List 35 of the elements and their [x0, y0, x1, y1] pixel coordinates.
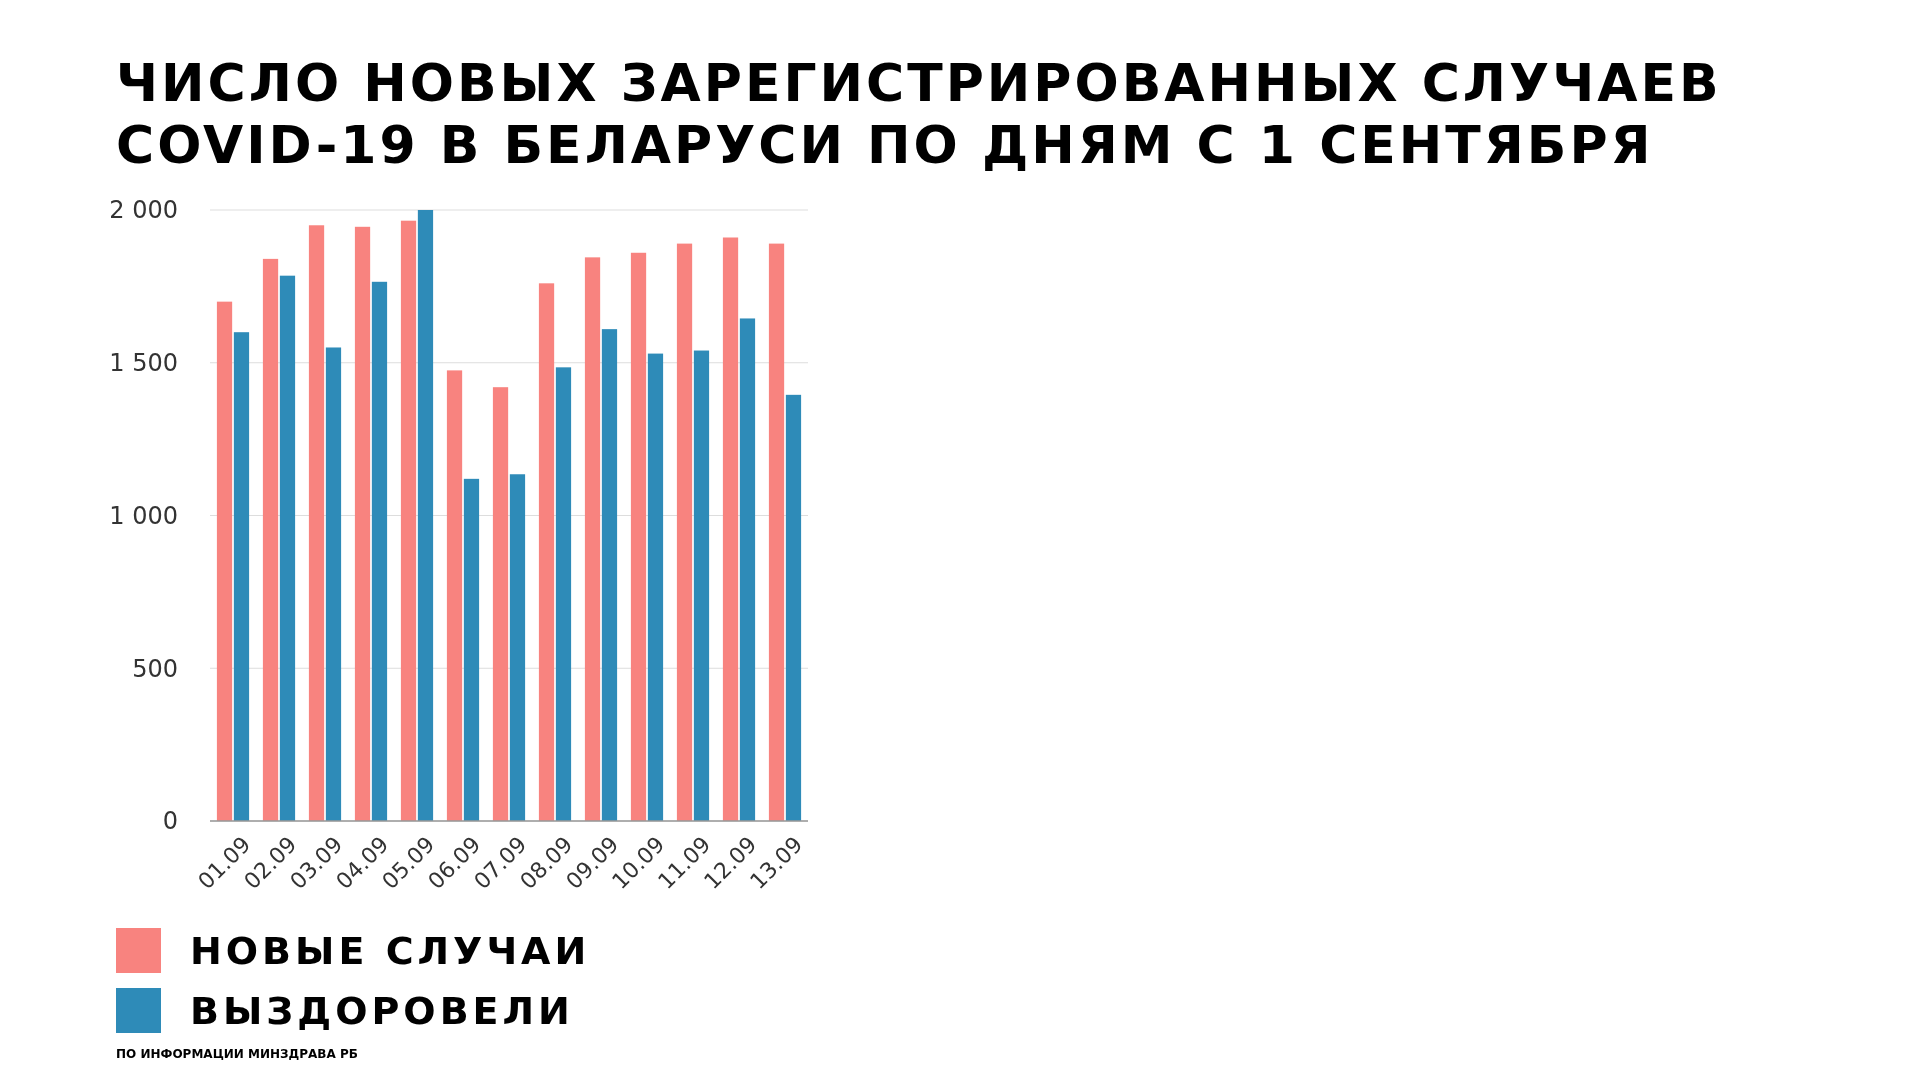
- bar: [354, 226, 371, 821]
- text: ПО ИНФОРМАЦИИ МИНЗДРАВА РБ: [116, 1047, 358, 1061]
- bar: [492, 387, 509, 821]
- bar: [509, 474, 526, 821]
- y-tick-label: 500: [132, 654, 178, 683]
- legend-label: НОВЫЕ СЛУЧАИ: [190, 929, 591, 974]
- bar: [233, 332, 250, 821]
- bar: [722, 237, 739, 821]
- bar: [647, 353, 664, 821]
- bar: [676, 243, 693, 821]
- bar: [785, 394, 802, 821]
- y-tick-label: 1 000: [109, 501, 178, 530]
- bar: [216, 301, 233, 821]
- y-tick-label: 0: [162, 807, 178, 836]
- bar: [538, 283, 555, 821]
- bar: [446, 370, 463, 821]
- text: ЧИСЛО НОВЫХ ЗАРЕГИСТРИРОВАННЫХ СЛУЧАЕВ COVID-19 В БЕЛАРУСИ ПО ДНЯМ С 1 СЕНТЯБРЯ: [116, 53, 1722, 175]
- bar: [400, 220, 417, 821]
- bar: [555, 367, 572, 821]
- bar: [371, 281, 388, 821]
- bar: [584, 257, 601, 821]
- bar: [768, 243, 785, 821]
- bar: [601, 329, 618, 821]
- bar: [262, 258, 279, 821]
- bar: [279, 275, 296, 821]
- bar: [325, 347, 342, 821]
- bar: [630, 252, 647, 821]
- legend-label: ВЫЗДОРОВЕЛИ: [190, 989, 574, 1034]
- bar: [417, 210, 434, 821]
- y-tick-label: 1 500: [109, 349, 178, 378]
- bar: [308, 225, 325, 821]
- bar: [693, 350, 710, 821]
- y-tick-label: 2 000: [109, 196, 178, 225]
- bar: [739, 318, 756, 821]
- bar: [463, 478, 480, 821]
